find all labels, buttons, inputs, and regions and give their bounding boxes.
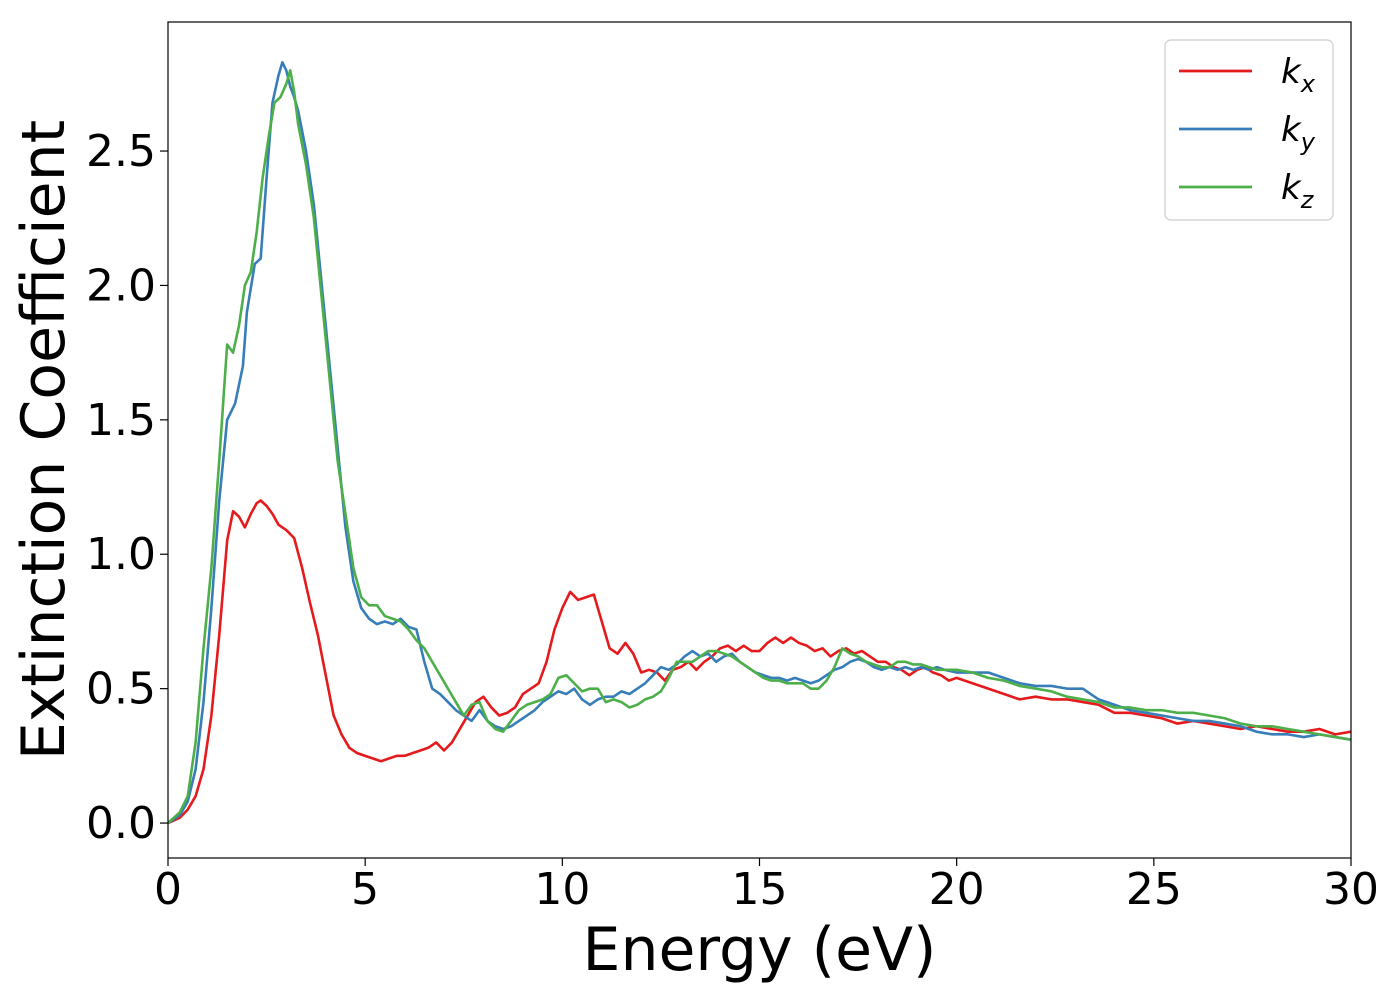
legend: kx ky kz (1164, 39, 1334, 221)
x-tick-label: 5 (351, 864, 379, 915)
x-tick-label: 20 (929, 864, 985, 915)
series-line-y (168, 61, 1351, 825)
y-tick-label: 0.5 (86, 664, 156, 715)
x-axis-title: Energy (eV) (583, 915, 937, 985)
y-tick-label: 1.0 (86, 529, 156, 580)
y-axis-title: Extinction Coefficient (9, 120, 79, 760)
x-tick-label: 0 (154, 864, 182, 915)
x-tick-label: 10 (534, 864, 590, 915)
x-tick-label: 30 (1323, 864, 1379, 915)
y-tick-label: 1.5 (86, 395, 156, 446)
y-tick-label: 0.0 (86, 798, 156, 849)
x-axis: 0 5 10 15 20 25 30 (154, 858, 1379, 915)
legend-label-y: ky (1281, 110, 1316, 156)
series-layer (168, 61, 1351, 825)
series-line-z (168, 69, 1351, 825)
x-tick-label: 25 (1126, 864, 1182, 915)
x-tick-label: 15 (732, 864, 788, 915)
y-tick-label: 2.0 (86, 260, 156, 311)
series-line-x (168, 499, 1351, 825)
y-axis: 0.0 0.5 1.0 1.5 2.0 2.5 (86, 126, 168, 849)
legend-label-z: kz (1281, 168, 1315, 214)
y-tick-label: 2.5 (86, 126, 156, 177)
legend-label-x: kx (1281, 52, 1316, 98)
